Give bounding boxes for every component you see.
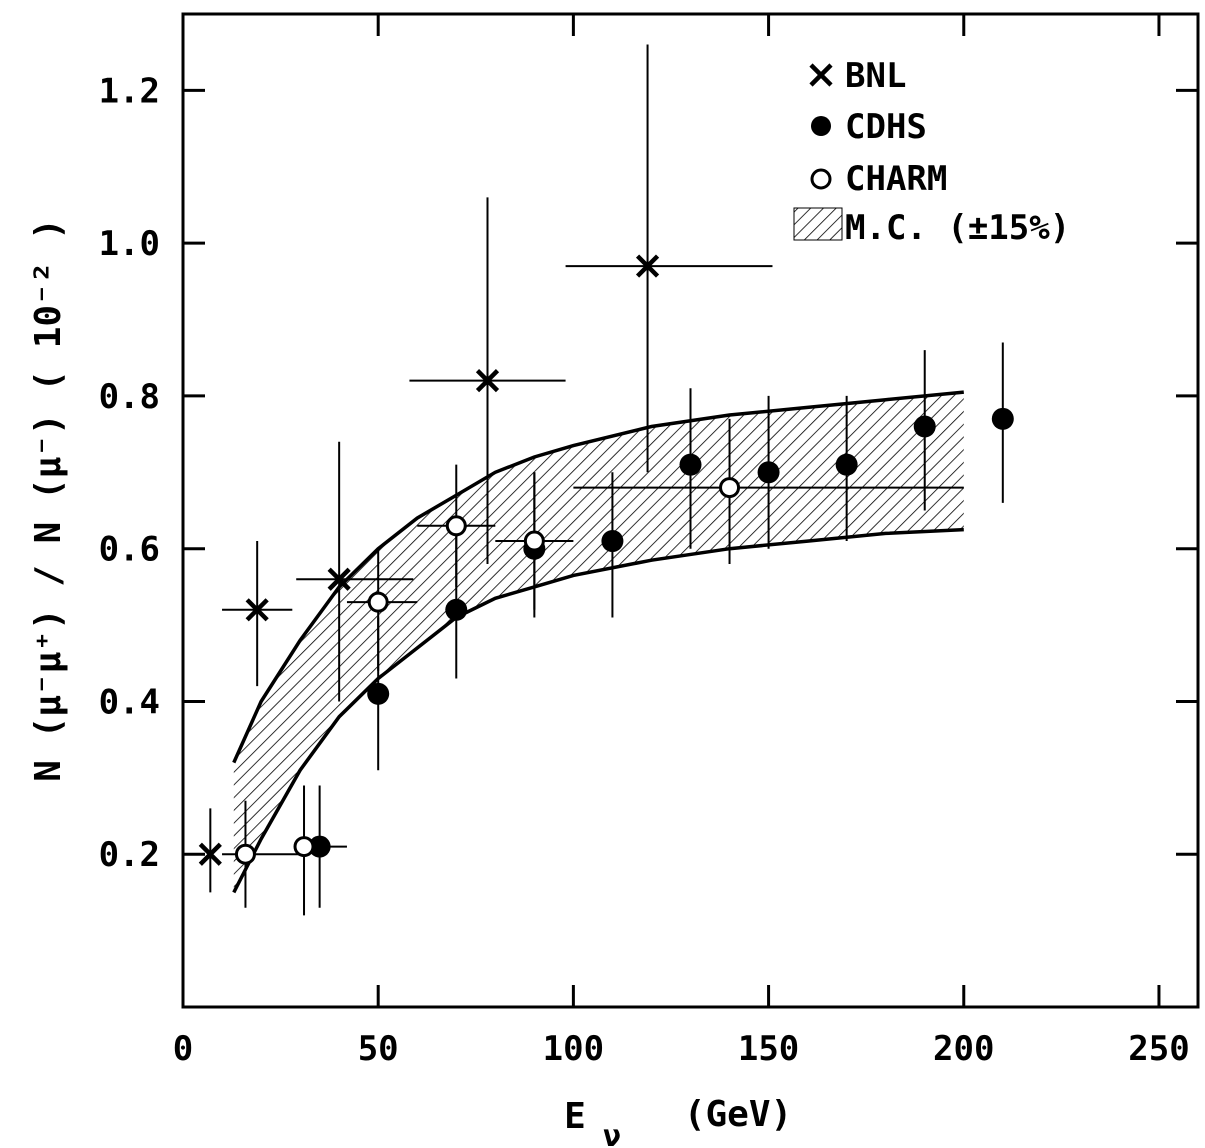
cross-marker <box>327 567 351 591</box>
y-tick-label: 0.6 <box>99 530 160 570</box>
open-circle-marker <box>234 843 256 865</box>
data-point-bnl <box>296 441 414 702</box>
x-tick-label: 100 <box>543 1029 604 1069</box>
legend-marker-bnl <box>809 63 833 87</box>
data-point-cdhs <box>913 350 936 511</box>
mc-band-upper-edge <box>232 390 964 764</box>
data-point-charm <box>417 464 496 587</box>
points-layer <box>198 44 1014 916</box>
y-tick-label: 0.2 <box>99 835 160 875</box>
open-circle-marker <box>719 477 741 499</box>
mc-band-layer <box>232 390 964 894</box>
legend-label-cdhs: CDHS <box>845 107 927 147</box>
open-circle-marker <box>523 530 545 552</box>
plot-frame <box>181 12 1200 1009</box>
x-tick-label: 250 <box>1128 1029 1189 1069</box>
data-point-bnl <box>565 44 773 473</box>
y-tick-label: 1.2 <box>99 71 160 111</box>
filled-circle-marker <box>835 453 858 476</box>
filled-circle-marker <box>679 453 702 476</box>
filled-circle-marker <box>991 407 1014 430</box>
x-tick-label: 0 <box>173 1029 193 1069</box>
filled-circle-marker <box>367 682 390 705</box>
legend-label-charm: CHARM <box>845 159 947 199</box>
data-point-cdhs <box>757 395 780 549</box>
open-circle-marker <box>367 591 389 613</box>
y-tick-label: 1.0 <box>99 224 160 264</box>
mc-band-fill <box>233 392 964 893</box>
data-point-bnl <box>198 808 222 893</box>
open-circle-marker <box>293 836 315 858</box>
mc-band-lower-edge <box>232 527 964 894</box>
data-point-cdhs <box>835 395 858 542</box>
x-axis-title-main: E <box>564 1096 586 1137</box>
data-point-charm <box>495 472 574 610</box>
legend-marker-cdhs <box>811 116 831 136</box>
cross-marker <box>198 842 222 866</box>
y-tick-label: 0.8 <box>99 377 160 417</box>
x-axis-title-subscript: ν <box>603 1119 621 1148</box>
y-tick-label: 0.4 <box>99 682 160 722</box>
data-point-bnl <box>222 541 293 687</box>
legend-marker-charm <box>810 168 832 190</box>
data-point-cdhs <box>991 342 1014 503</box>
filled-circle-marker <box>601 530 624 553</box>
cross-marker <box>635 254 660 278</box>
data-point-cdhs <box>601 472 624 618</box>
data-point-charm <box>573 418 964 564</box>
x-tick-label: 150 <box>738 1029 799 1069</box>
data-point-charm <box>293 785 347 916</box>
x-tick-label: 50 <box>358 1029 399 1069</box>
data-point-bnl <box>409 197 566 564</box>
x-axis-title-unit: (GeV) <box>684 1094 792 1135</box>
filled-circle-marker <box>913 415 936 438</box>
filled-circle-marker <box>757 461 780 484</box>
legend-label-mc-band: M.C. (±15%) <box>845 208 1070 248</box>
y-axis-title: N (μ⁻μ⁺) / N (μ⁻) ( 10⁻² ) <box>28 218 69 782</box>
ticks-layer: 0 50 100 150 200 250 0.2 0.4 0.6 0.8 1.0 1.2 <box>99 14 1198 1069</box>
cross-marker <box>245 598 269 622</box>
x-axis-title: E ν (GeV) <box>564 1094 792 1148</box>
filled-circle-marker <box>445 598 468 621</box>
legend-marker-mc-band <box>793 207 843 241</box>
data-point-charm <box>222 800 301 908</box>
data-point-charm <box>346 548 418 671</box>
x-tick-label: 200 <box>933 1029 994 1069</box>
open-circle-marker <box>445 515 467 537</box>
data-point-cdhs <box>679 388 702 549</box>
legend: BNL CDHS CHARM M.C. (±15%) <box>793 56 1070 248</box>
cross-marker <box>475 369 500 393</box>
legend-label-bnl: BNL <box>845 56 906 96</box>
